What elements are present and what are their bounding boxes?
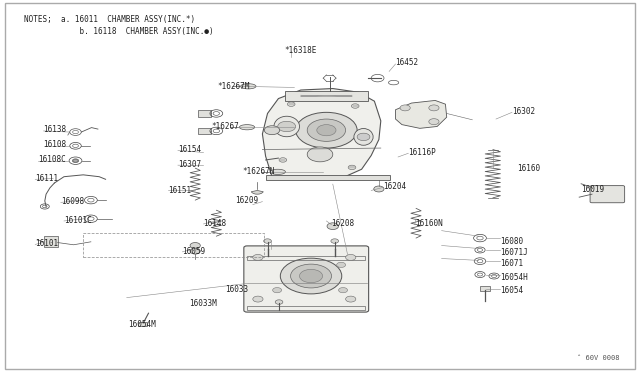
- Circle shape: [264, 239, 271, 243]
- Ellipse shape: [354, 129, 373, 145]
- Bar: [198, 128, 211, 134]
- Text: 16154: 16154: [178, 145, 201, 154]
- Text: 16098: 16098: [61, 197, 84, 206]
- Polygon shape: [396, 100, 447, 128]
- Circle shape: [279, 158, 287, 162]
- Text: *16267N: *16267N: [242, 167, 275, 176]
- Text: 16452: 16452: [396, 58, 419, 67]
- Text: *16267: *16267: [211, 122, 239, 131]
- Bar: [247, 256, 365, 260]
- Circle shape: [331, 239, 339, 243]
- Bar: [44, 236, 58, 247]
- Bar: [266, 175, 390, 180]
- Bar: [247, 306, 365, 310]
- Text: NOTES;  a. 16011  CHAMBER ASSY(INC.*): NOTES; a. 16011 CHAMBER ASSY(INC.*): [24, 15, 195, 24]
- Circle shape: [357, 133, 370, 141]
- Circle shape: [273, 288, 282, 293]
- Circle shape: [291, 264, 332, 288]
- FancyBboxPatch shape: [590, 186, 625, 203]
- Text: 16307: 16307: [178, 160, 201, 169]
- Circle shape: [429, 105, 439, 111]
- Circle shape: [190, 248, 200, 254]
- Circle shape: [253, 296, 263, 302]
- Circle shape: [280, 258, 342, 294]
- Circle shape: [317, 125, 336, 136]
- Circle shape: [287, 102, 295, 106]
- Text: 16151: 16151: [168, 186, 191, 195]
- Circle shape: [348, 165, 356, 170]
- Bar: [285, 91, 368, 101]
- Circle shape: [307, 119, 346, 141]
- Circle shape: [337, 262, 346, 267]
- Circle shape: [346, 254, 356, 260]
- Circle shape: [307, 147, 333, 162]
- Text: 16059: 16059: [182, 247, 205, 256]
- Circle shape: [300, 269, 323, 283]
- Text: *16267M: *16267M: [218, 82, 250, 91]
- Text: 16054H: 16054H: [500, 273, 528, 282]
- Wedge shape: [252, 190, 263, 194]
- Polygon shape: [262, 89, 381, 179]
- Circle shape: [327, 223, 339, 230]
- Text: *16318E: *16318E: [285, 46, 317, 55]
- Circle shape: [351, 104, 359, 108]
- Circle shape: [253, 254, 263, 260]
- Text: 16033M: 16033M: [189, 299, 216, 308]
- Circle shape: [278, 121, 296, 132]
- Circle shape: [190, 243, 200, 248]
- Text: 16160: 16160: [517, 164, 540, 173]
- Circle shape: [264, 126, 280, 135]
- Ellipse shape: [239, 125, 255, 130]
- Circle shape: [339, 288, 348, 293]
- Text: 16108C: 16108C: [38, 155, 66, 164]
- Text: 16054: 16054: [500, 286, 524, 295]
- Text: 16108: 16108: [44, 140, 67, 149]
- Bar: [198, 110, 211, 117]
- Circle shape: [374, 186, 384, 192]
- Bar: [480, 286, 490, 291]
- Text: b. 16118  CHAMBER ASSY(INC.●): b. 16118 CHAMBER ASSY(INC.●): [24, 27, 214, 36]
- Text: 16071: 16071: [500, 259, 524, 268]
- Text: 16033: 16033: [225, 285, 248, 294]
- Text: 16101C: 16101C: [64, 216, 92, 225]
- Text: 16116P: 16116P: [408, 148, 436, 157]
- Ellipse shape: [274, 116, 300, 137]
- Text: 16204: 16204: [383, 182, 406, 191]
- Text: 16208: 16208: [332, 219, 355, 228]
- Circle shape: [275, 300, 283, 304]
- Text: 16209: 16209: [236, 196, 259, 205]
- Text: 16054M: 16054M: [128, 320, 156, 329]
- Bar: [138, 322, 147, 326]
- Text: 16138: 16138: [44, 125, 67, 134]
- Circle shape: [346, 296, 356, 302]
- FancyBboxPatch shape: [244, 246, 369, 312]
- Text: 16080: 16080: [500, 237, 524, 246]
- Text: 16101: 16101: [35, 239, 58, 248]
- Circle shape: [429, 119, 439, 125]
- Text: 16148: 16148: [204, 219, 227, 228]
- Text: 16302: 16302: [512, 107, 535, 116]
- Ellipse shape: [241, 84, 256, 89]
- Circle shape: [400, 105, 410, 111]
- Text: 16160N: 16160N: [415, 219, 442, 228]
- Circle shape: [296, 112, 357, 148]
- Text: 16111: 16111: [35, 174, 58, 183]
- Text: 16019: 16019: [581, 185, 604, 194]
- Text: 16071J: 16071J: [500, 248, 528, 257]
- Text: ˆ 60V 0008: ˆ 60V 0008: [577, 355, 620, 361]
- Ellipse shape: [270, 169, 285, 174]
- Circle shape: [73, 159, 78, 162]
